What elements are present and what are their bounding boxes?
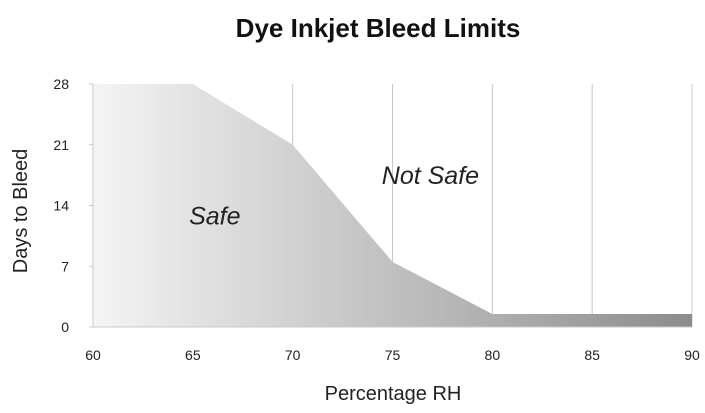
x-axis-ticks: 60 65 70 75 80 85 90	[85, 347, 700, 363]
x-tick-label: 65	[185, 347, 201, 363]
plot-area	[93, 84, 692, 327]
annotations: Safe Not Safe	[189, 162, 479, 231]
region-label: Safe	[189, 203, 240, 231]
region-label: Not Safe	[382, 162, 479, 190]
y-tick-label: 0	[61, 319, 69, 335]
y-tick-label: 7	[61, 258, 69, 274]
y-axis-ticks: 0 7 14 21 28	[53, 76, 93, 335]
y-tick-label: 21	[53, 137, 69, 153]
x-tick-label: 80	[485, 347, 501, 363]
x-tick-label: 85	[584, 347, 600, 363]
x-tick-label: 60	[85, 347, 101, 363]
chart-title: Dye Inkjet Bleed Limits	[236, 13, 521, 43]
area-series	[93, 84, 692, 327]
x-tick-label: 90	[684, 347, 700, 363]
x-axis-title: Percentage RH	[325, 383, 462, 405]
x-tick-label: 70	[285, 347, 301, 363]
x-tick-label: 75	[385, 347, 401, 363]
y-axis-title: Days to Bleed	[10, 149, 32, 274]
y-tick-label: 14	[53, 198, 69, 214]
y-tick-label: 28	[53, 76, 69, 92]
